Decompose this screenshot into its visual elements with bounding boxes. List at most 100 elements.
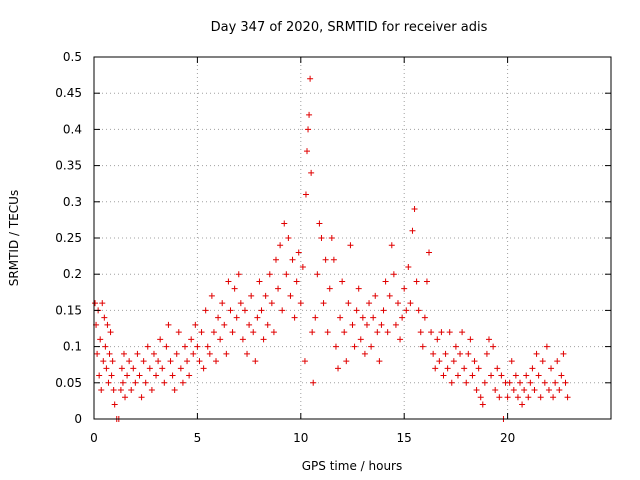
data-point-marker	[306, 111, 313, 118]
data-point-marker	[353, 307, 360, 314]
data-point-marker	[339, 278, 346, 285]
data-point-marker	[169, 372, 176, 379]
data-point-marker	[229, 329, 236, 336]
data-point-marker	[399, 314, 406, 321]
y-tick-label: 0.05	[55, 376, 82, 390]
data-point-marker	[188, 336, 195, 343]
data-point-marker	[293, 278, 300, 285]
y-axis-label: SRMTID / TECUs	[7, 190, 21, 286]
data-point-marker	[554, 358, 561, 365]
data-point-marker	[488, 372, 495, 379]
plot-frame	[93, 56, 612, 420]
data-point-marker	[496, 394, 503, 401]
data-point-marker	[430, 350, 437, 357]
data-point-marker	[415, 307, 422, 314]
y-tick-label: 0.45	[55, 86, 82, 100]
data-point-marker	[471, 358, 478, 365]
data-point-marker	[307, 75, 314, 82]
data-point-marker	[494, 365, 501, 372]
data-point-marker	[432, 365, 439, 372]
data-point-marker	[463, 379, 470, 386]
data-point-marker	[545, 387, 552, 394]
data-point-marker	[355, 285, 362, 292]
data-point-marker	[324, 329, 331, 336]
data-point-marker	[519, 401, 526, 408]
data-point-marker	[529, 365, 536, 372]
data-point-marker	[498, 372, 505, 379]
data-point-marker	[531, 387, 538, 394]
data-point-marker	[512, 372, 519, 379]
data-point-marker	[397, 336, 404, 343]
data-point-marker	[508, 358, 515, 365]
data-point-marker	[264, 321, 271, 328]
data-point-marker	[473, 387, 480, 394]
y-tick-label: 0.15	[55, 303, 82, 317]
data-point-marker	[109, 358, 116, 365]
data-point-marker	[239, 336, 246, 343]
data-point-marker	[277, 242, 284, 249]
data-point-marker	[467, 336, 474, 343]
data-point-marker	[413, 278, 420, 285]
data-point-marker	[108, 372, 115, 379]
data-point-marker	[335, 365, 342, 372]
data-point-marker	[262, 292, 269, 299]
y-tick-label: 0.4	[63, 122, 82, 136]
data-point-marker	[184, 358, 191, 365]
data-point-marker	[215, 314, 222, 321]
data-point-marker	[301, 358, 308, 365]
data-point-marker	[165, 321, 172, 328]
data-point-marker	[426, 249, 433, 256]
data-point-marker	[548, 365, 555, 372]
data-point-marker	[305, 126, 312, 133]
data-point-marker	[285, 235, 292, 241]
data-point-marker	[461, 365, 468, 372]
data-point-marker	[372, 292, 379, 299]
data-point-marker	[190, 350, 197, 357]
data-point-marker	[99, 300, 106, 307]
data-point-marker	[510, 387, 517, 394]
data-point-marker	[256, 278, 263, 285]
data-point-marker	[206, 350, 213, 357]
data-point-marker	[370, 314, 377, 321]
data-point-marker	[98, 387, 105, 394]
data-point-marker	[492, 387, 499, 394]
data-point-marker	[107, 329, 114, 336]
data-point-marker	[459, 329, 466, 336]
y-tick-label: 0.35	[55, 159, 82, 173]
data-point-marker	[270, 329, 277, 336]
data-point-marker	[562, 379, 569, 386]
data-point-marker	[349, 321, 356, 328]
data-point-marker	[392, 321, 399, 328]
data-point-marker	[225, 278, 232, 285]
data-point-marker	[289, 256, 296, 263]
data-point-marker	[442, 350, 449, 357]
data-point-marker	[368, 343, 375, 350]
data-point-marker	[100, 358, 107, 365]
data-point-marker	[299, 263, 306, 270]
data-point-marker	[483, 350, 490, 357]
data-point-marker	[96, 372, 103, 379]
data-point-marker	[448, 379, 455, 386]
data-point-marker	[200, 365, 207, 372]
data-point-marker	[481, 379, 488, 386]
y-tick-label: 0.1	[63, 340, 82, 354]
data-point-marker	[310, 379, 317, 386]
data-point-marker	[401, 285, 408, 292]
data-point-marker	[479, 401, 486, 408]
data-point-marker	[161, 379, 168, 386]
data-point-marker	[279, 307, 286, 314]
data-point-marker	[378, 321, 385, 328]
data-point-marker	[308, 169, 315, 176]
x-tick-label: 20	[500, 431, 515, 445]
data-point-marker	[252, 358, 259, 365]
data-point-marker	[103, 365, 110, 372]
data-point-marker	[490, 343, 497, 350]
y-tick-label: 0.2	[63, 267, 82, 281]
data-point-marker	[423, 278, 430, 285]
data-point-marker	[341, 329, 348, 336]
data-point-marker	[388, 242, 395, 249]
data-point-marker	[535, 372, 542, 379]
data-points	[92, 75, 571, 422]
data-point-marker	[539, 358, 546, 365]
data-point-marker	[440, 372, 447, 379]
